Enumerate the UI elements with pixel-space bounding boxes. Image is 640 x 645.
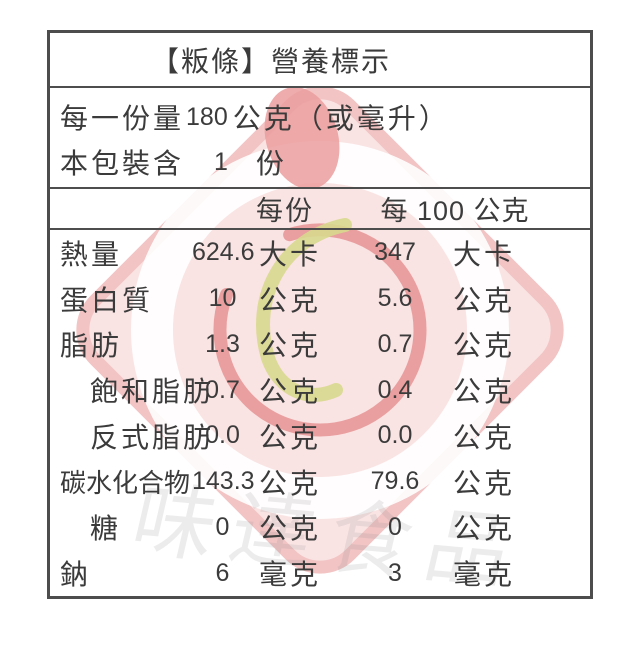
per-100g-unit: 公克 (453, 513, 516, 545)
package-servings-prefix: 本包裝含 (60, 148, 185, 179)
serving-info-section: 每一份量 180 公克（或毫升） 本包裝含 1 份 (50, 88, 590, 189)
nutrient-row: 飽和脂肪 0.7 公克 0.4 公克 (50, 367, 590, 413)
per-serving-value: 143.3 (192, 467, 255, 496)
serving-size-prefix: 每一份量 (60, 103, 185, 134)
nutrient-rows: 熱量 624.6 大卡 347 大卡 蛋白質 10 公克 5.6 公克 脂肪 1… (50, 230, 590, 596)
package-servings-unit: 份 (255, 148, 287, 179)
nutrient-row: 鈉 6 毫克 3 毫克 (50, 550, 590, 596)
nutrient-row: 蛋白質 10 公克 5.6 公克 (50, 276, 590, 322)
nutrient-name: 糖 (90, 513, 122, 545)
per-100g-value: 0.4 (377, 375, 413, 404)
nutrient-name: 脂肪 (60, 330, 123, 362)
nutrient-name: 飽和脂肪 (90, 376, 215, 408)
per-100g-value: 347 (374, 238, 416, 267)
column-header-row: 每份 每 100 公克 (50, 189, 590, 230)
label-title: 【粄條】營養標示 (50, 33, 590, 88)
per-serving-value: 0 (215, 512, 230, 541)
per-serving-unit: 公克 (259, 467, 322, 499)
per-serving-value: 0.0 (205, 421, 240, 450)
per-100g-value: 79.6 (370, 467, 420, 496)
nutrient-name: 反式脂肪 (90, 421, 215, 453)
per-serving-unit: 公克 (259, 376, 322, 408)
per-100g-unit: 公克 (453, 467, 516, 499)
per-100g-value: 0.0 (377, 421, 413, 450)
serving-size-unit: 公克（或毫升） (232, 103, 450, 134)
per-100g-value: 5.6 (377, 284, 413, 313)
per-100g-unit: 毫克 (453, 559, 516, 591)
column-header-per-100g: 每 100 公克 (380, 196, 530, 226)
per-serving-unit: 公克 (259, 284, 322, 316)
serving-size-amount: 180 (186, 102, 228, 131)
per-serving-unit: 公克 (259, 330, 322, 362)
per-serving-unit: 毫克 (259, 559, 322, 591)
nutrient-row: 糖 0 公克 0 公克 (50, 505, 590, 551)
per-100g-value: 0.7 (377, 329, 413, 358)
column-header-per-serving: 每份 (256, 196, 314, 226)
per-100g-unit: 公克 (453, 284, 516, 316)
nutrient-row: 碳水化合物 143.3 公克 79.6 公克 (50, 459, 590, 505)
nutrient-row: 反式脂肪 0.0 公克 0.0 公克 (50, 413, 590, 459)
per-100g-value: 0 (388, 512, 402, 541)
nutrient-name: 碳水化合物 (60, 468, 191, 499)
per-serving-value: 10 (208, 284, 237, 313)
package-servings-line: 本包裝含 1 份 (60, 142, 590, 182)
serving-size-line: 每一份量 180 公克（或毫升） (60, 97, 590, 137)
per-serving-unit: 公克 (259, 513, 322, 545)
per-serving-value: 0.7 (205, 375, 240, 404)
per-serving-unit: 大卡 (259, 238, 322, 270)
nutrient-name: 熱量 (60, 238, 123, 270)
per-serving-value: 624.6 (192, 238, 255, 267)
per-100g-unit: 公克 (453, 421, 516, 453)
per-100g-unit: 公克 (453, 376, 516, 408)
per-serving-value: 1.3 (205, 329, 240, 358)
per-serving-value: 6 (215, 558, 230, 587)
per-serving-unit: 公克 (259, 421, 322, 453)
nutrient-row: 脂肪 1.3 公克 0.7 公克 (50, 322, 590, 368)
nutrition-label-table: 【粄條】營養標示 每一份量 180 公克（或毫升） 本包裝含 1 份 每份 每 … (47, 30, 593, 599)
nutrient-name: 鈉 (60, 559, 92, 591)
nutrient-name: 蛋白質 (60, 284, 154, 316)
nutrient-row: 熱量 624.6 大卡 347 大卡 (50, 230, 590, 276)
package-servings-count: 1 (214, 147, 228, 176)
per-100g-unit: 公克 (453, 330, 516, 362)
per-100g-value: 3 (388, 558, 402, 587)
per-100g-unit: 大卡 (453, 238, 516, 270)
